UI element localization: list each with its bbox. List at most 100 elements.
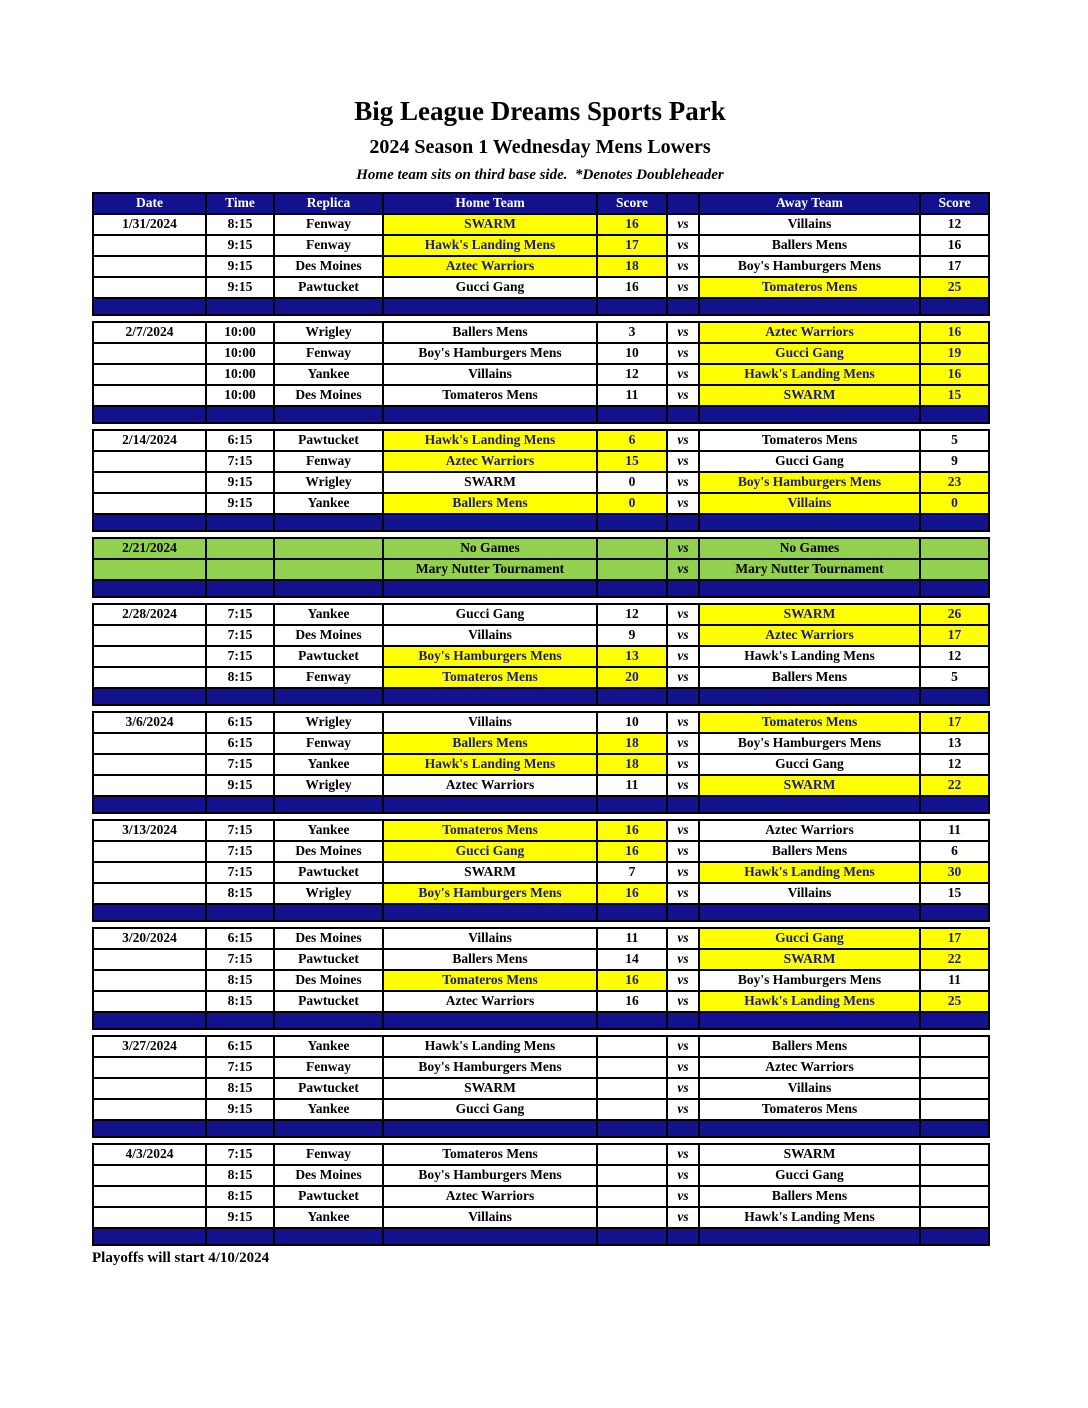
away-score-cell: 11 — [919, 968, 990, 992]
game-row: 9:15 Fenway Hawk's Landing Mens 17 vs Ballers… — [92, 233, 990, 257]
replica-cell: Yankee — [273, 1034, 384, 1058]
spacer-cell — [205, 794, 275, 814]
home-team-cell: Mary Nutter Tournament — [382, 557, 598, 581]
gap-cell — [93, 314, 989, 322]
group-gap-row — [93, 1136, 989, 1144]
away-score-cell: 11 — [919, 818, 990, 842]
time-cell: 9:15 — [205, 233, 275, 257]
away-score-cell: 22 — [919, 773, 990, 797]
home-team-cell: Boy's Hamburgers Mens — [382, 1055, 598, 1079]
group-spacer-row — [92, 1226, 990, 1246]
game-row: 2/14/2024 6:15 Pawtucket Hawk's Landing Men… — [92, 428, 990, 452]
column-header-home-score: Score — [596, 191, 668, 215]
game-row: 7:15 Pawtucket Boy's Hamburgers Mens 13 vs Ha… — [92, 644, 990, 668]
date-cell: 3/27/2024 — [92, 1034, 207, 1058]
game-row: 3/27/2024 6:15 Yankee Hawk's Landing Mens vs… — [92, 1034, 990, 1058]
game-row: 8:15 Des Moines Tomateros Mens 16 vs Boy's Ha… — [92, 968, 990, 992]
date-cell — [92, 731, 207, 755]
home-team-cell: Villains — [382, 623, 598, 647]
away-score-cell: 17 — [919, 623, 990, 647]
home-team-cell: No Games — [382, 536, 598, 560]
spacer-cell — [698, 404, 921, 424]
home-score-cell: 6 — [596, 428, 668, 452]
vs-cell: vs — [666, 926, 700, 950]
home-team-cell: SWARM — [382, 212, 598, 236]
away-team-cell: SWARM — [698, 383, 921, 407]
game-row: 7:15 Fenway Boy's Hamburgers Mens vs Aztec W… — [92, 1055, 990, 1079]
date-cell — [92, 1076, 207, 1100]
time-cell: 7:15 — [205, 752, 275, 776]
spacer-cell — [666, 794, 700, 814]
time-cell — [205, 536, 275, 560]
date-cell: 1/31/2024 — [92, 212, 207, 236]
spacer-cell — [698, 578, 921, 598]
vs-cell: vs — [666, 665, 700, 689]
game-row: 3/6/2024 6:15 Wrigley Villains 10 vs Tomateros… — [92, 710, 990, 734]
game-row: 3/20/2024 6:15 Des Moines Villains 11 vs Gucci… — [92, 926, 990, 950]
spacer-cell — [92, 512, 207, 532]
away-score-cell — [919, 1034, 990, 1058]
away-team-cell: Boy's Hamburgers Mens — [698, 731, 921, 755]
vs-cell: vs — [666, 752, 700, 776]
vs-cell: vs — [666, 881, 700, 905]
date-cell: 2/21/2024 — [92, 536, 207, 560]
home-score-cell — [596, 1034, 668, 1058]
spacer-cell — [919, 512, 990, 532]
game-row: 7:15 Des Moines Gucci Gang 16 vs Ballers Mens… — [92, 839, 990, 863]
page-subtitle: 2024 Season 1 Wednesday Mens Lowers — [369, 136, 711, 159]
vs-cell: vs — [666, 1184, 700, 1208]
vs-cell: vs — [666, 989, 700, 1013]
vs-cell: vs — [666, 1055, 700, 1079]
group-spacer-row — [92, 794, 990, 814]
replica-cell: Fenway — [273, 665, 384, 689]
spacer-cell — [382, 1010, 598, 1030]
date-cell — [92, 470, 207, 494]
date-cell: 3/13/2024 — [92, 818, 207, 842]
away-team-cell: Ballers Mens — [698, 665, 921, 689]
date-cell — [92, 1097, 207, 1121]
vs-cell: vs — [666, 536, 700, 560]
date-cell — [92, 881, 207, 905]
column-header-replica: Replica — [273, 191, 384, 215]
away-team-cell: Gucci Gang — [698, 752, 921, 776]
away-team-cell: Hawk's Landing Mens — [698, 1205, 921, 1229]
column-header-vs — [666, 191, 700, 215]
date-cell — [92, 989, 207, 1013]
spacer-cell — [273, 404, 384, 424]
time-cell: 10:00 — [205, 320, 275, 344]
home-team-cell: Boy's Hamburgers Mens — [382, 1163, 598, 1187]
spacer-cell — [596, 404, 668, 424]
home-score-cell: 11 — [596, 926, 668, 950]
spacer-cell — [92, 794, 207, 814]
time-cell: 9:15 — [205, 773, 275, 797]
column-header-date: Date — [92, 191, 207, 215]
date-cell — [92, 1184, 207, 1208]
time-cell: 10:00 — [205, 383, 275, 407]
home-team-cell: Ballers Mens — [382, 947, 598, 971]
replica-cell: Wrigley — [273, 881, 384, 905]
away-score-cell — [919, 1076, 990, 1100]
date-cell — [92, 491, 207, 515]
time-cell: 8:15 — [205, 968, 275, 992]
spacer-cell — [698, 296, 921, 316]
spacer-cell — [205, 902, 275, 922]
home-team-cell: Gucci Gang — [382, 275, 598, 299]
home-score-cell: 12 — [596, 602, 668, 626]
away-team-cell: SWARM — [698, 1142, 921, 1166]
spacer-cell — [596, 296, 668, 316]
home-team-cell: SWARM — [382, 860, 598, 884]
gap-cell — [93, 422, 989, 430]
gap-cell — [93, 530, 989, 538]
replica-cell: Wrigley — [273, 710, 384, 734]
date-cell: 2/14/2024 — [92, 428, 207, 452]
date-cell — [92, 773, 207, 797]
spacer-cell — [92, 296, 207, 316]
home-team-cell: Hawk's Landing Mens — [382, 752, 598, 776]
home-score-cell — [596, 557, 668, 581]
replica-cell: Fenway — [273, 341, 384, 365]
home-score-cell — [596, 1205, 668, 1229]
game-row: 7:15 Pawtucket SWARM 7 vs Hawk's Landing Mens… — [92, 860, 990, 884]
time-cell: 7:15 — [205, 947, 275, 971]
spacer-cell — [919, 902, 990, 922]
spacer-cell — [666, 578, 700, 598]
